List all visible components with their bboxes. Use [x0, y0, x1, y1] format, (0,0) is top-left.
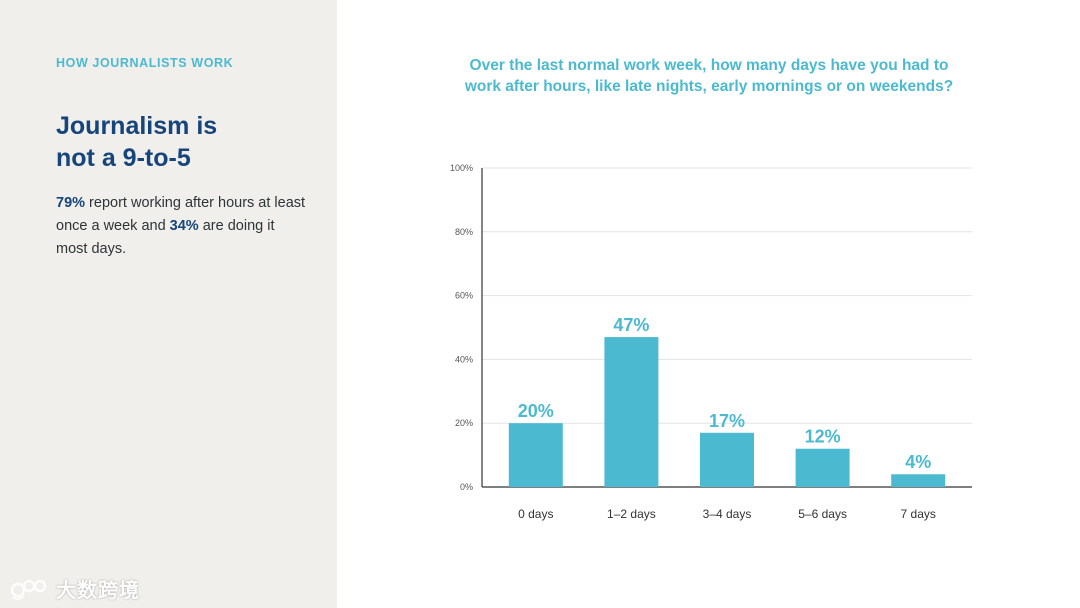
x-category-label: 3–4 days	[703, 507, 752, 521]
y-tick-label: 20%	[455, 418, 473, 428]
data-label: 47%	[613, 315, 649, 335]
y-tick-label: 0%	[460, 482, 473, 492]
data-label: 17%	[709, 411, 745, 431]
stat-most-days: 34%	[169, 218, 199, 234]
x-category-label: 7 days	[901, 507, 936, 521]
chart-title-line-1: Over the last normal work week, how many…	[469, 57, 949, 74]
headline: Journalism is not a 9-to-5	[56, 110, 316, 174]
y-tick-label: 40%	[455, 354, 473, 364]
bar	[891, 474, 946, 487]
summary-text: 79% report working after hours at least …	[56, 192, 306, 261]
bar	[508, 423, 563, 487]
left-panel: HOW JOURNALISTS WORK Journalism is not a…	[0, 0, 337, 608]
headline-line-1: Journalism is	[56, 112, 218, 140]
logo-icon	[10, 579, 47, 600]
chart-title: Over the last normal work week, how many…	[420, 55, 998, 97]
y-tick-label: 80%	[455, 227, 473, 237]
y-tick-label: 60%	[455, 291, 473, 301]
watermark-text: 大数跨境	[56, 580, 140, 602]
data-label: 20%	[518, 401, 554, 421]
section-eyebrow: HOW JOURNALISTS WORK	[56, 56, 234, 70]
bar	[604, 337, 659, 487]
bar	[795, 448, 850, 487]
chart-title-line-2: work after hours, like late nights, earl…	[464, 78, 954, 95]
x-category-label: 5–6 days	[798, 507, 847, 521]
summary-part-2: are doing it most days.	[56, 218, 275, 257]
watermark: 大数跨境	[10, 574, 140, 603]
x-category-label: 1–2 days	[607, 507, 656, 521]
bar	[700, 432, 754, 487]
data-label: 12%	[805, 427, 841, 447]
headline-line-2: not a 9-to-5	[56, 144, 191, 172]
x-category-label: 0 days	[518, 507, 553, 521]
data-label: 4%	[905, 452, 931, 472]
y-tick-label: 100%	[450, 163, 473, 173]
summary-part-1: report working after hours at least once…	[56, 195, 306, 234]
stat-after-hours: 79%	[56, 195, 86, 211]
